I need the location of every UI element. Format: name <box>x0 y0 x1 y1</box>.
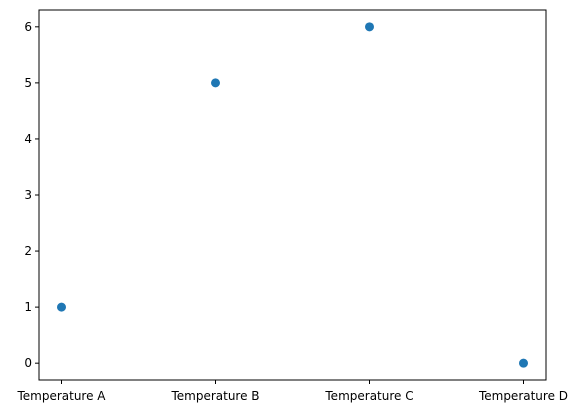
data-point <box>365 22 374 32</box>
data-point <box>519 358 528 368</box>
y-tick-label: 1 <box>24 300 32 314</box>
data-point <box>211 78 220 88</box>
data-point <box>57 302 66 312</box>
y-tick-label: 0 <box>24 356 32 370</box>
y-tick-label: 2 <box>24 244 32 258</box>
y-tick-label: 5 <box>24 76 32 90</box>
plot-area <box>39 10 546 380</box>
y-tick-label: 4 <box>24 132 32 146</box>
y-tick-label: 6 <box>24 20 32 34</box>
x-axis: Temperature A Temperature B Temperature C T… <box>16 380 568 403</box>
data-points <box>57 22 528 368</box>
x-tick-label: Temperature B <box>170 389 259 403</box>
y-axis: 0 1 2 3 4 5 6 <box>24 20 39 370</box>
x-tick-label: Temperature C <box>324 389 413 403</box>
x-tick-label: Temperature A <box>16 389 106 403</box>
x-tick-label: Temperature D <box>478 389 568 403</box>
plot-frame <box>38 9 547 381</box>
y-tick-label: 3 <box>24 188 32 202</box>
